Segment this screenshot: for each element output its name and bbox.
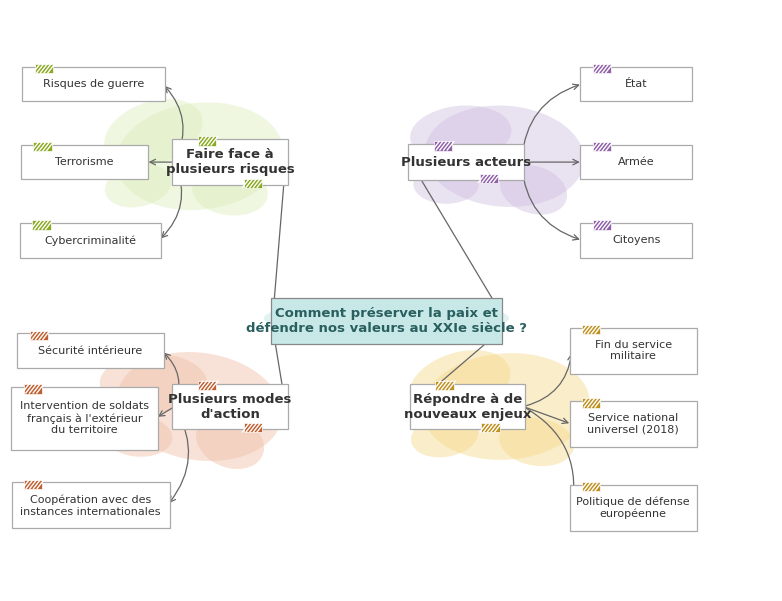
Ellipse shape (411, 415, 479, 457)
Ellipse shape (303, 299, 328, 316)
FancyBboxPatch shape (34, 64, 53, 73)
Ellipse shape (420, 299, 445, 316)
FancyBboxPatch shape (198, 136, 217, 145)
FancyBboxPatch shape (12, 483, 170, 528)
Ellipse shape (196, 415, 264, 469)
FancyBboxPatch shape (580, 224, 692, 257)
Text: Fin du service
militaire: Fin du service militaire (594, 340, 672, 361)
Text: Faire face à
plusieurs risques: Faire face à plusieurs risques (166, 148, 295, 176)
FancyBboxPatch shape (23, 67, 165, 101)
Ellipse shape (104, 415, 172, 457)
Text: État: État (625, 79, 647, 89)
Ellipse shape (333, 299, 357, 316)
FancyBboxPatch shape (11, 387, 158, 450)
FancyBboxPatch shape (480, 174, 498, 183)
FancyBboxPatch shape (32, 221, 51, 230)
FancyBboxPatch shape (24, 480, 42, 489)
FancyBboxPatch shape (172, 139, 288, 185)
FancyBboxPatch shape (593, 221, 611, 230)
FancyBboxPatch shape (593, 64, 611, 73)
Ellipse shape (479, 299, 503, 316)
Text: Risques de guerre: Risques de guerre (43, 79, 144, 89)
Text: Intervention de soldats
français à l'extérieur
du territoire: Intervention de soldats français à l'ext… (20, 401, 149, 435)
Text: Citoyens: Citoyens (612, 236, 661, 245)
Ellipse shape (414, 165, 479, 204)
Text: Service national
universel (2018): Service national universel (2018) (587, 413, 679, 435)
Ellipse shape (449, 299, 474, 316)
FancyBboxPatch shape (569, 401, 697, 447)
FancyBboxPatch shape (580, 67, 692, 101)
Text: Comment préserver la paix et
défendre nos valeurs au XXIe siècle ?: Comment préserver la paix et défendre no… (246, 307, 527, 335)
Ellipse shape (391, 299, 415, 316)
FancyBboxPatch shape (410, 383, 526, 430)
FancyBboxPatch shape (30, 331, 48, 340)
Text: Plusieurs acteurs: Plusieurs acteurs (401, 156, 531, 169)
FancyBboxPatch shape (582, 398, 601, 407)
FancyBboxPatch shape (408, 144, 524, 180)
FancyBboxPatch shape (482, 423, 500, 433)
FancyBboxPatch shape (244, 423, 262, 433)
Ellipse shape (264, 300, 509, 336)
FancyBboxPatch shape (569, 485, 697, 531)
FancyBboxPatch shape (593, 142, 611, 151)
Text: Armée: Armée (618, 157, 655, 167)
Ellipse shape (192, 168, 268, 216)
FancyBboxPatch shape (434, 141, 452, 151)
Ellipse shape (104, 99, 203, 166)
FancyBboxPatch shape (244, 178, 262, 188)
Ellipse shape (425, 105, 584, 207)
Ellipse shape (410, 105, 511, 162)
Text: Coopération avec des
instances internationales: Coopération avec des instances internati… (20, 495, 161, 516)
Text: Répondre à de
nouveaux enjeux: Répondre à de nouveaux enjeux (404, 392, 531, 421)
Text: Cybercriminalité: Cybercriminalité (45, 235, 137, 246)
FancyBboxPatch shape (198, 380, 217, 390)
FancyBboxPatch shape (582, 482, 601, 492)
FancyBboxPatch shape (580, 145, 692, 179)
Ellipse shape (410, 350, 510, 416)
FancyBboxPatch shape (569, 328, 697, 374)
Ellipse shape (116, 102, 283, 210)
FancyBboxPatch shape (21, 145, 148, 179)
FancyBboxPatch shape (33, 142, 52, 151)
FancyBboxPatch shape (436, 380, 454, 390)
FancyBboxPatch shape (23, 384, 42, 394)
Ellipse shape (422, 353, 590, 460)
Ellipse shape (100, 353, 207, 412)
FancyBboxPatch shape (582, 325, 601, 334)
Text: Terrorisme: Terrorisme (56, 157, 113, 167)
Text: Sécurité intérieure: Sécurité intérieure (38, 346, 142, 356)
Ellipse shape (500, 165, 567, 215)
Ellipse shape (117, 352, 282, 461)
FancyBboxPatch shape (17, 334, 163, 368)
Ellipse shape (499, 418, 574, 466)
Text: Politique de défense
européenne: Politique de défense européenne (576, 496, 690, 519)
Ellipse shape (362, 299, 386, 316)
FancyBboxPatch shape (20, 224, 161, 257)
FancyBboxPatch shape (172, 383, 288, 430)
FancyBboxPatch shape (271, 298, 502, 344)
Ellipse shape (274, 299, 299, 316)
Text: Plusieurs modes
d'action: Plusieurs modes d'action (168, 392, 292, 421)
Ellipse shape (105, 164, 171, 207)
